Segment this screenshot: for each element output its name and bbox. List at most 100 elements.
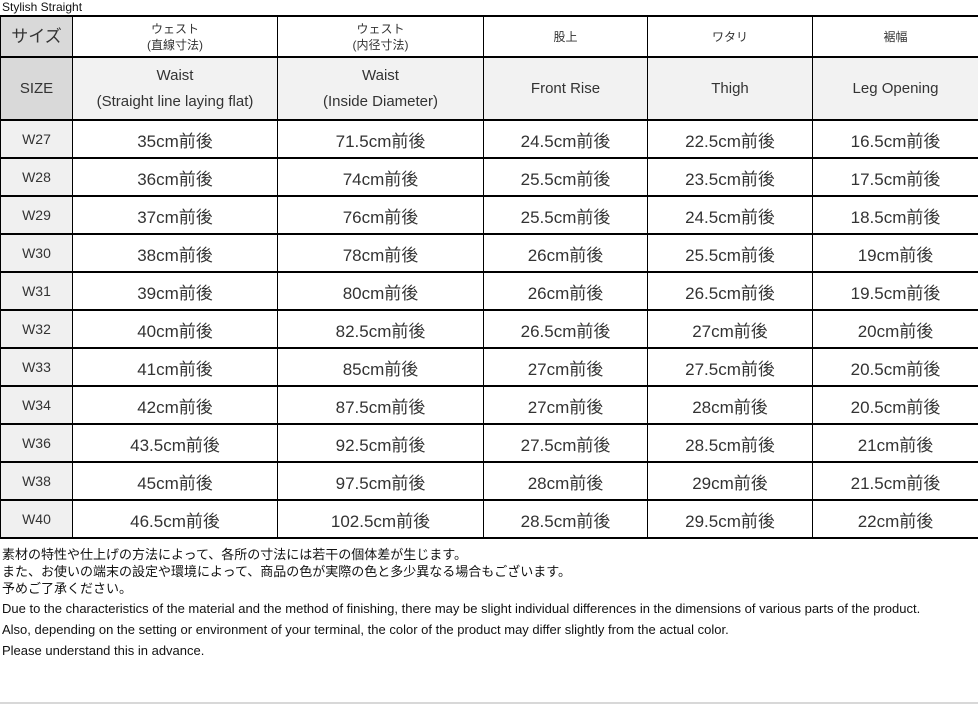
note-jp-line: また、お使いの端末の設定や環境によって、商品の色が実際の色と多少異なる場合もござ… [2, 564, 572, 579]
measurement-cell: 24.5cm前後 [647, 195, 813, 235]
header-leg-opening-en: Leg Opening [812, 56, 978, 121]
size-table: サイズ ウェスト (直線寸法) ウェスト (内径寸法) 股上 ワタリ 裾幅 SI… [0, 15, 978, 539]
measurement-cell: 43.5cm前後 [72, 423, 278, 463]
measurement-cell: 22.5cm前後 [647, 119, 813, 159]
bottom-divider [0, 702, 978, 704]
page-title: Stylish Straight [2, 0, 83, 14]
note-en-line: Due to the characteristics of the materi… [2, 601, 921, 616]
measurement-cell: 21cm前後 [812, 423, 978, 463]
size-cell: W36 [0, 423, 73, 463]
header-waist-diameter-jp: ウェスト (内径寸法) [277, 15, 484, 58]
size-table-body: W27 35cm前後 71.5cm前後 24.5cm前後 22.5cm前後 16.5cm前… [0, 119, 978, 539]
measurement-cell: 28cm前後 [483, 461, 648, 501]
measurement-cell: 21.5cm前後 [812, 461, 978, 501]
header-front-rise-en: Front Rise [483, 56, 648, 121]
note-jp-line: 予めご了承ください。 [2, 581, 133, 596]
table-row: W33 41cm前後 85cm前後 27cm前後 27.5cm前後 20.5cm前後 [0, 347, 978, 387]
header-line1: ウェスト [150, 21, 199, 36]
size-cell: W27 [0, 119, 73, 159]
measurement-cell: 40cm前後 [72, 309, 278, 349]
measurement-cell: 26.5cm前後 [647, 271, 813, 311]
header-waist-diameter-en: Waist (Inside Diameter) [277, 56, 484, 121]
header-line2: (Inside Diameter) [322, 93, 439, 110]
size-cell: W34 [0, 385, 73, 425]
table-row: W29 37cm前後 76cm前後 25.5cm前後 24.5cm前後 18.5cm前後 [0, 195, 978, 235]
measurement-cell: 35cm前後 [72, 119, 278, 159]
measurement-cell: 25.5cm前後 [647, 233, 813, 273]
size-cell: W40 [0, 499, 73, 539]
size-cell: W38 [0, 461, 73, 501]
header-size-jp: サイズ [0, 15, 73, 58]
header-line1: Waist [362, 67, 399, 84]
measurement-cell: 76cm前後 [277, 195, 484, 235]
measurement-cell: 20.5cm前後 [812, 347, 978, 387]
header-row-english: SIZE Waist (Straight line laying flat) W… [0, 56, 978, 121]
measurement-cell: 27cm前後 [483, 385, 648, 425]
size-table-head: サイズ ウェスト (直線寸法) ウェスト (内径寸法) 股上 ワタリ 裾幅 SI… [0, 15, 978, 121]
measurement-cell: 20.5cm前後 [812, 385, 978, 425]
measurement-cell: 26.5cm前後 [483, 309, 648, 349]
table-row: W31 39cm前後 80cm前後 26cm前後 26.5cm前後 19.5cm前後 [0, 271, 978, 311]
size-cell: W28 [0, 157, 73, 197]
measurement-cell: 25.5cm前後 [483, 195, 648, 235]
measurement-cell: 74cm前後 [277, 157, 484, 197]
measurement-cell: 36cm前後 [72, 157, 278, 197]
header-line2: (Straight line laying flat) [96, 93, 254, 110]
measurement-cell: 28.5cm前後 [483, 499, 648, 539]
table-row: W30 38cm前後 78cm前後 26cm前後 25.5cm前後 19cm前後 [0, 233, 978, 273]
measurement-cell: 42cm前後 [72, 385, 278, 425]
table-row: W28 36cm前後 74cm前後 25.5cm前後 23.5cm前後 17.5cm前後 [0, 157, 978, 197]
measurement-cell: 71.5cm前後 [277, 119, 484, 159]
measurement-cell: 27.5cm前後 [647, 347, 813, 387]
table-row: W27 35cm前後 71.5cm前後 24.5cm前後 22.5cm前後 16.5cm前… [0, 119, 978, 159]
size-cell: W31 [0, 271, 73, 311]
header-line2: (内径寸法) [352, 37, 409, 52]
measurement-cell: 20cm前後 [812, 309, 978, 349]
header-waist-flat-en: Waist (Straight line laying flat) [72, 56, 278, 121]
notes-section: 素材の特性や仕上げの方法によって、各所の寸法には若干の個体差が生じます。 また、… [0, 546, 978, 660]
header-waist-flat-jp: ウェスト (直線寸法) [72, 15, 278, 58]
measurement-cell: 29cm前後 [647, 461, 813, 501]
header-line2: (直線寸法) [147, 37, 203, 52]
table-row: W38 45cm前後 97.5cm前後 28cm前後 29cm前後 21.5cm前後 [0, 461, 978, 501]
measurement-cell: 102.5cm前後 [277, 499, 484, 539]
header-size-en: SIZE [0, 56, 73, 121]
header-leg-opening-jp: 裾幅 [812, 15, 978, 58]
measurement-cell: 87.5cm前後 [277, 385, 484, 425]
measurement-cell: 25.5cm前後 [483, 157, 648, 197]
measurement-cell: 26cm前後 [483, 233, 648, 273]
measurement-cell: 38cm前後 [72, 233, 278, 273]
table-row: W32 40cm前後 82.5cm前後 26.5cm前後 27cm前後 20cm前後 [0, 309, 978, 349]
measurement-cell: 92.5cm前後 [277, 423, 484, 463]
note-jp-line: 素材の特性や仕上げの方法によって、各所の寸法には若干の個体差が生じます。 [2, 547, 468, 562]
header-thigh-en: Thigh [647, 56, 813, 121]
measurement-cell: 82.5cm前後 [277, 309, 484, 349]
measurement-cell: 80cm前後 [277, 271, 484, 311]
measurement-cell: 46.5cm前後 [72, 499, 278, 539]
measurement-cell: 41cm前後 [72, 347, 278, 387]
header-line1: ウェスト [356, 21, 405, 36]
measurement-cell: 28.5cm前後 [647, 423, 813, 463]
size-cell: W30 [0, 233, 73, 273]
table-row: W34 42cm前後 87.5cm前後 27cm前後 28cm前後 20.5cm前後 [0, 385, 978, 425]
table-row: W40 46.5cm前後 102.5cm前後 28.5cm前後 29.5cm前後 22cm… [0, 499, 978, 539]
measurement-cell: 85cm前後 [277, 347, 484, 387]
measurement-cell: 18.5cm前後 [812, 195, 978, 235]
measurement-cell: 16.5cm前後 [812, 119, 978, 159]
table-row: W36 43.5cm前後 92.5cm前後 27.5cm前後 28.5cm前後 21cm前… [0, 423, 978, 463]
measurement-cell: 24.5cm前後 [483, 119, 648, 159]
size-cell: W33 [0, 347, 73, 387]
measurement-cell: 23.5cm前後 [647, 157, 813, 197]
measurement-cell: 22cm前後 [812, 499, 978, 539]
header-front-rise-jp: 股上 [483, 15, 648, 58]
measurement-cell: 39cm前後 [72, 271, 278, 311]
size-cell: W29 [0, 195, 73, 235]
measurement-cell: 28cm前後 [647, 385, 813, 425]
measurement-cell: 37cm前後 [72, 195, 278, 235]
size-cell: W32 [0, 309, 73, 349]
measurement-cell: 78cm前後 [277, 233, 484, 273]
measurement-cell: 26cm前後 [483, 271, 648, 311]
header-row-japanese: サイズ ウェスト (直線寸法) ウェスト (内径寸法) 股上 ワタリ 裾幅 [0, 15, 978, 58]
measurement-cell: 29.5cm前後 [647, 499, 813, 539]
